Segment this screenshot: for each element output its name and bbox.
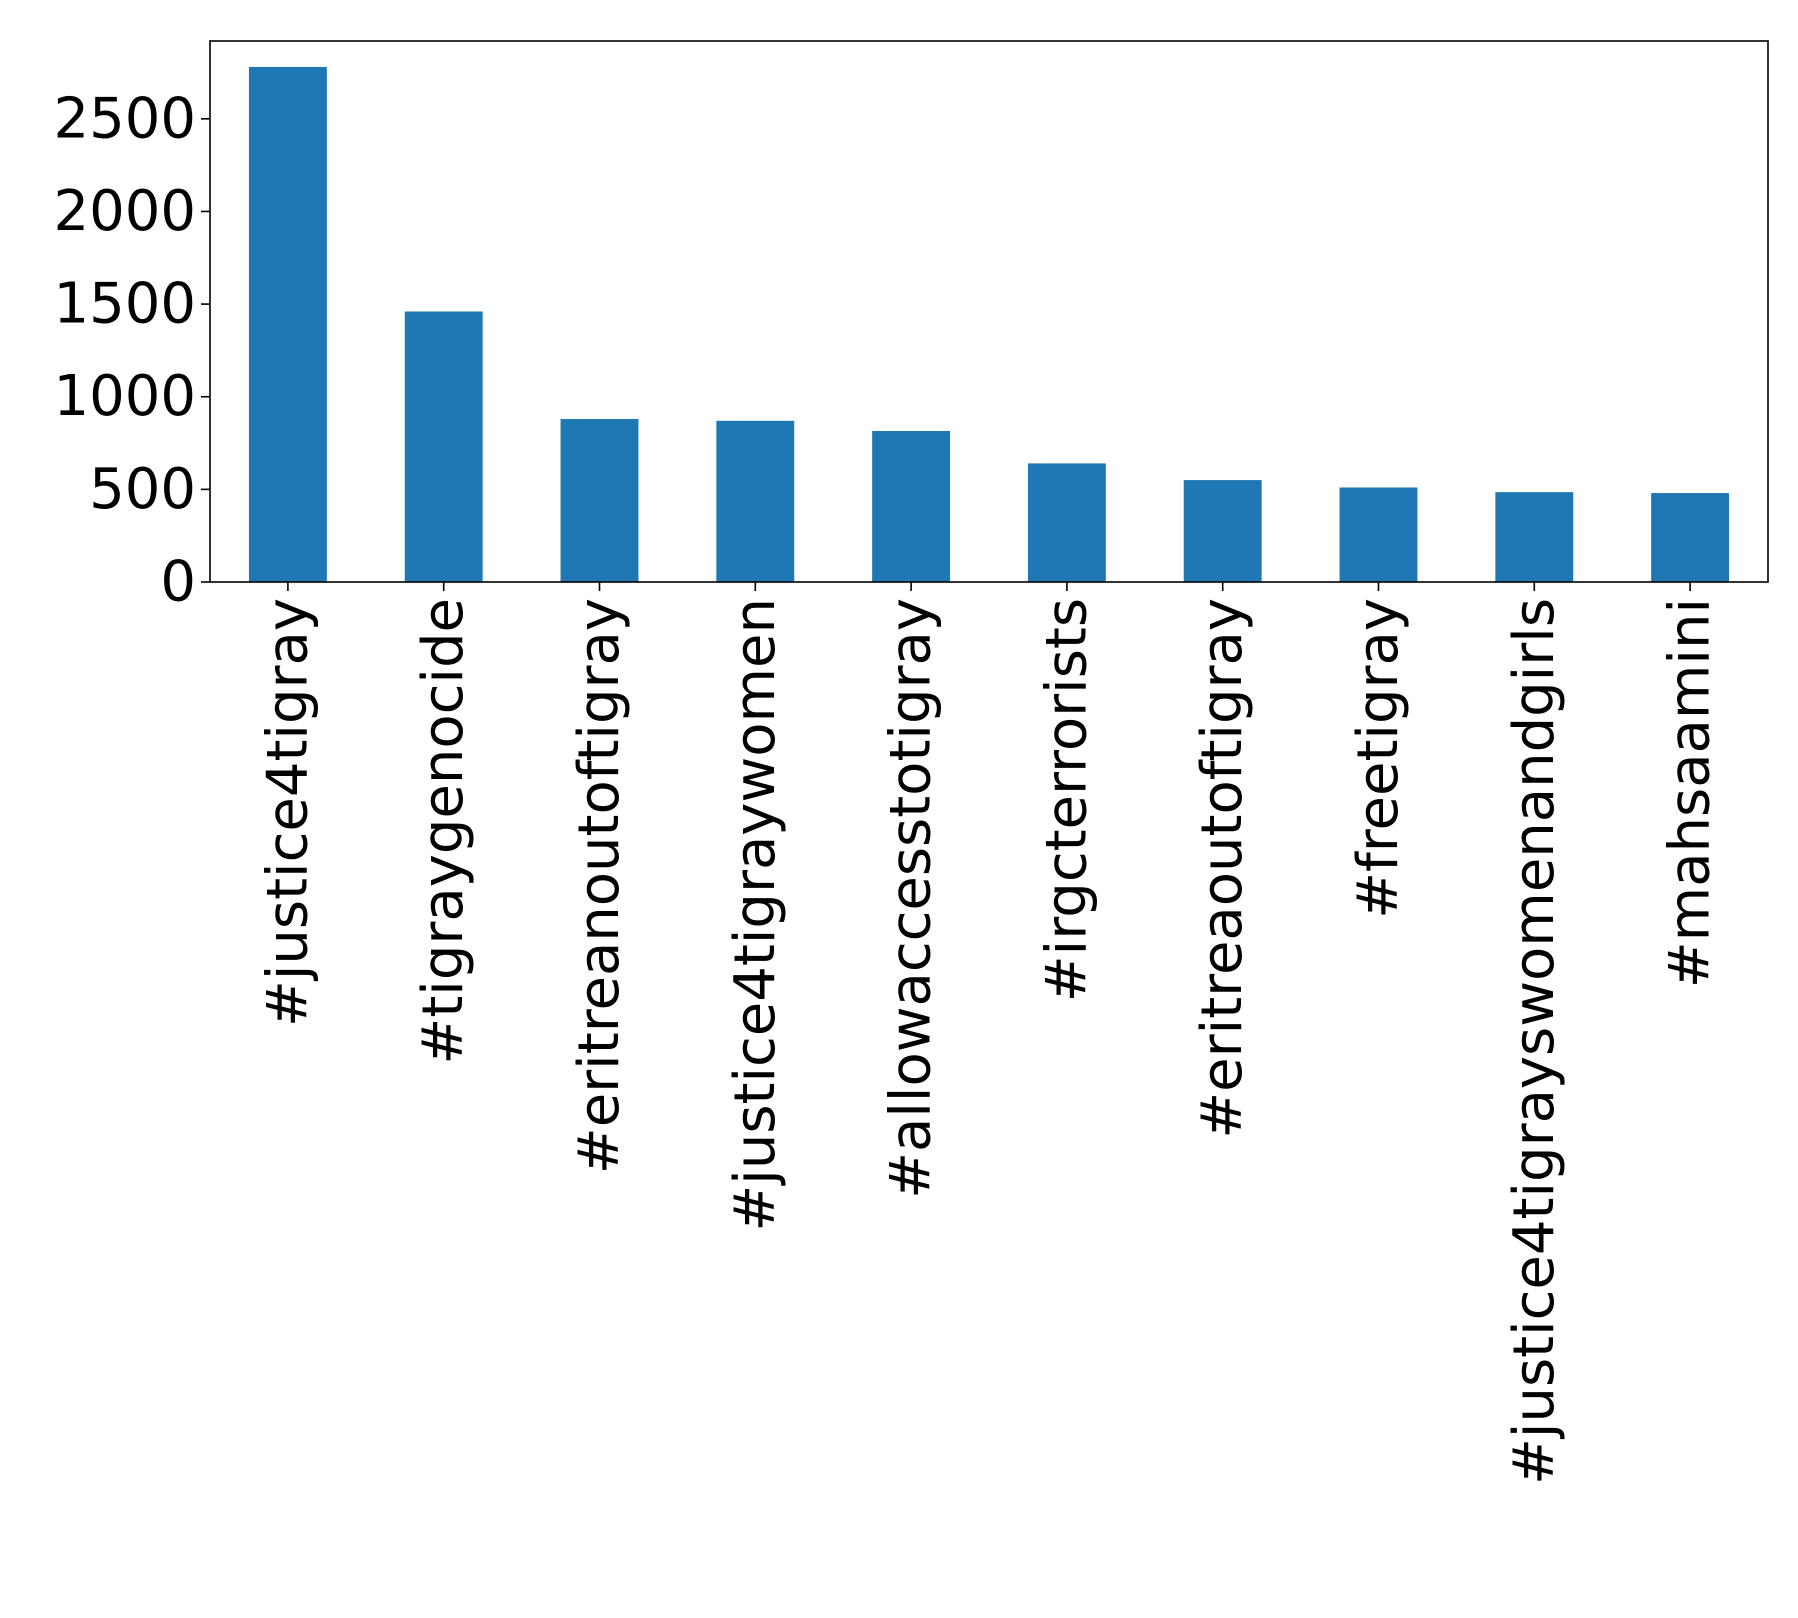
bar-justice4tigrayswomenandgirls bbox=[1495, 492, 1574, 582]
bar-freetigray bbox=[1339, 487, 1418, 582]
x-tick-label: #mahsaamini bbox=[1658, 598, 1723, 988]
bar-irgcterrorists bbox=[1027, 463, 1106, 582]
y-tick-label: 0 bbox=[160, 550, 196, 615]
x-tick-label: #freetigray bbox=[1346, 598, 1411, 919]
bar-justice4tigraywomen bbox=[716, 420, 795, 582]
y-tick-label: 1500 bbox=[53, 272, 196, 337]
y-tick-label: 2500 bbox=[53, 86, 196, 151]
bar-tigraygenocide bbox=[404, 311, 483, 582]
x-tick-label: #eritreaoutoftigray bbox=[1190, 598, 1255, 1139]
plot-frame bbox=[209, 40, 1769, 583]
bar-eritreanoutoftigray bbox=[560, 418, 639, 582]
x-tick-label: #irgcterrorists bbox=[1034, 598, 1099, 1002]
x-axis: #justice4tigray #tigraygenocide #eritreano… bbox=[255, 582, 1723, 1485]
y-axis: 0 500 1000 1500 2000 2500 bbox=[53, 86, 210, 615]
x-tick-label: #tigraygenocide bbox=[411, 598, 476, 1065]
y-tick-label: 500 bbox=[89, 457, 196, 522]
x-tick-label: #justice4tigraywomen bbox=[723, 598, 788, 1232]
x-tick-label: #justice4tigray bbox=[255, 598, 320, 1027]
x-tick-label: #eritreanoutoftigray bbox=[567, 598, 632, 1174]
bar-allowaccesstotigray bbox=[872, 431, 951, 582]
bars-group bbox=[248, 66, 1730, 582]
x-tick-label: #allowaccesstotigray bbox=[879, 598, 944, 1199]
bar-justice4tigray bbox=[248, 66, 327, 582]
bar-eritreaoutoftigray bbox=[1183, 480, 1262, 582]
x-tick-label: #justice4tigrayswomenandgirls bbox=[1502, 598, 1567, 1485]
bar-mahsaamini bbox=[1651, 493, 1730, 582]
y-tick-label: 2000 bbox=[53, 179, 196, 244]
y-tick-label: 1000 bbox=[53, 364, 196, 429]
